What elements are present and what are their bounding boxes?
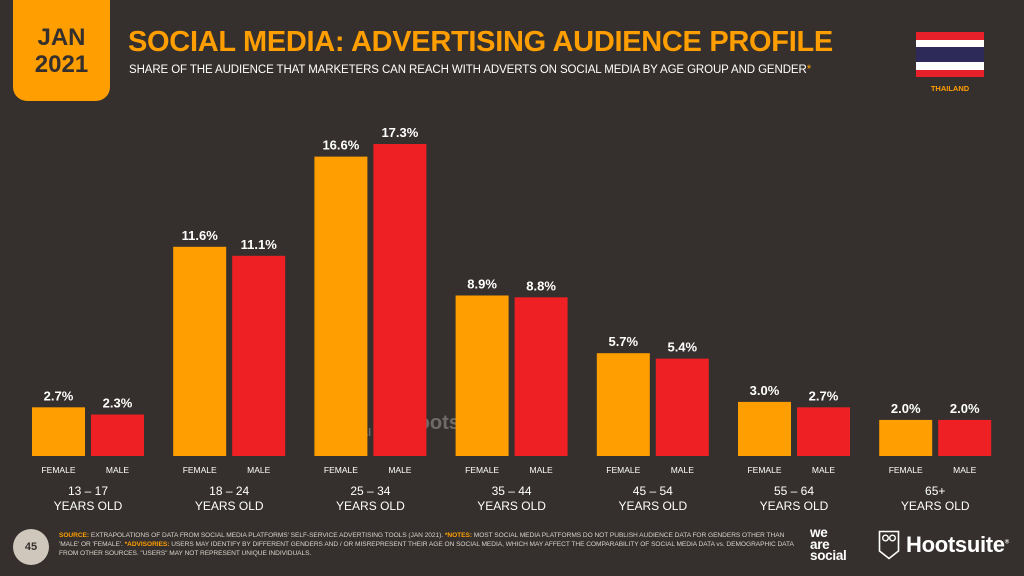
age-group-sublabel: YEARS OLD [760, 499, 829, 513]
page-subtitle: SHARE OF THE AUDIENCE THAT MARKETERS CAN… [129, 64, 811, 76]
hootsuite-wordmark: Hootsuite [906, 532, 1005, 557]
data-label: 17.3% [381, 125, 418, 140]
we-are-social-logo: we are social [810, 525, 847, 563]
data-label: 11.1% [241, 237, 278, 252]
age-group-sublabel: YEARS OLD [477, 499, 546, 513]
bar-female [455, 295, 509, 456]
flag-stripe [916, 69, 984, 77]
data-label: 8.8% [526, 278, 556, 293]
bar-female [738, 401, 791, 456]
gender-label: MALE [953, 465, 976, 475]
thailand-flag-icon [916, 32, 984, 77]
source-text: EXTRAPOLATIONS OF DATA FROM SOCIAL MEDIA… [89, 532, 445, 539]
registered-mark: ® [1004, 539, 1009, 546]
bar-male [514, 297, 568, 456]
date-tab: JAN 2021 [13, 0, 110, 101]
age-group-sublabel: YEARS OLD [901, 499, 970, 513]
age-group-sublabel: YEARS OLD [618, 499, 687, 513]
date-year: 2021 [34, 50, 89, 78]
gender-label: FEMALE [747, 465, 781, 475]
data-label: 2.3% [103, 396, 133, 411]
advisories-label: *ADVISORIES: [124, 541, 170, 549]
bar-female [314, 156, 368, 457]
hootsuite-logo: Hootsuite® [878, 530, 1009, 560]
page-title: SOCIAL MEDIA: ADVERTISING AUDIENCE PROFI… [128, 26, 833, 58]
flag-stripe [916, 47, 984, 62]
bar-female [173, 246, 227, 456]
age-group-label: 55 – 64 [774, 484, 814, 498]
gender-label: FEMALE [606, 465, 640, 475]
gender-label: FEMALE [889, 465, 923, 475]
bar-male [797, 407, 850, 456]
notes-text: MOST SOCIAL MEDIA PLATFORMS DO NOT PUBLI… [59, 532, 785, 549]
age-group-label: 45 – 54 [633, 484, 673, 498]
advisories-text: USERS MAY IDENTIFY BY DIFFERENT GENDERS … [59, 541, 794, 558]
age-group-sublabel: YEARS OLD [336, 499, 405, 513]
gender-label: MALE [812, 465, 835, 475]
hootsuite-logo-text: Hootsuite® [906, 532, 1009, 558]
age-group-sublabel: YEARS OLD [195, 499, 264, 513]
age-group-sublabel: YEARS OLD [54, 499, 123, 513]
bar-male [91, 414, 144, 456]
age-group-label: 13 – 17 [68, 484, 108, 498]
data-label: 11.6% [182, 228, 219, 243]
bar-male [232, 255, 286, 456]
logo-we: we [810, 525, 828, 540]
flag-stripe [916, 62, 984, 70]
footnote: SOURCE: EXTRAPOLATIONS OF DATA FROM SOCI… [59, 531, 794, 559]
bar-female [596, 353, 650, 456]
source-label: SOURCE: [59, 532, 90, 539]
data-label: 5.7% [608, 334, 638, 349]
subtitle-marker: * [806, 64, 812, 76]
gender-label: FEMALE [465, 465, 499, 475]
gender-label: MALE [530, 465, 553, 475]
bar-female [879, 419, 933, 456]
bar-male [655, 358, 709, 456]
age-group-label: 25 – 34 [350, 484, 390, 498]
logo-social: social [810, 548, 847, 563]
data-label: 5.4% [667, 340, 697, 355]
bar-male [373, 144, 427, 456]
gender-label: MALE [247, 465, 270, 475]
page-number: 45 [13, 529, 49, 565]
bar-male [938, 419, 992, 456]
data-label: 2.7% [44, 388, 74, 403]
data-label: 16.6% [322, 138, 359, 153]
country-label: THAILAND [930, 84, 970, 93]
data-label: 2.0% [950, 401, 980, 416]
data-label: 8.9% [467, 276, 497, 291]
age-group-label: 65+ [925, 484, 945, 498]
subtitle-text: SHARE OF THE AUDIENCE THAT MARKETERS CAN… [129, 64, 807, 76]
data-label: 3.0% [750, 383, 780, 398]
flag-stripe [916, 32, 984, 40]
bar-female [32, 407, 85, 456]
age-group-label: 35 – 44 [492, 484, 532, 498]
logo-are: are [810, 536, 830, 552]
gender-label: FEMALE [41, 465, 75, 475]
age-group-label: 18 – 24 [209, 484, 249, 498]
data-label: 2.7% [809, 388, 839, 403]
gender-label: MALE [106, 465, 129, 475]
gender-label: FEMALE [324, 465, 358, 475]
date-month: JAN [37, 23, 86, 51]
data-label: 2.0% [891, 401, 921, 416]
gender-label: MALE [388, 465, 411, 475]
gender-label: FEMALE [183, 465, 217, 475]
gender-label: MALE [671, 465, 694, 475]
notes-label: *NOTES: [444, 532, 472, 539]
owl-icon [878, 530, 900, 560]
flag-stripe [916, 39, 984, 47]
